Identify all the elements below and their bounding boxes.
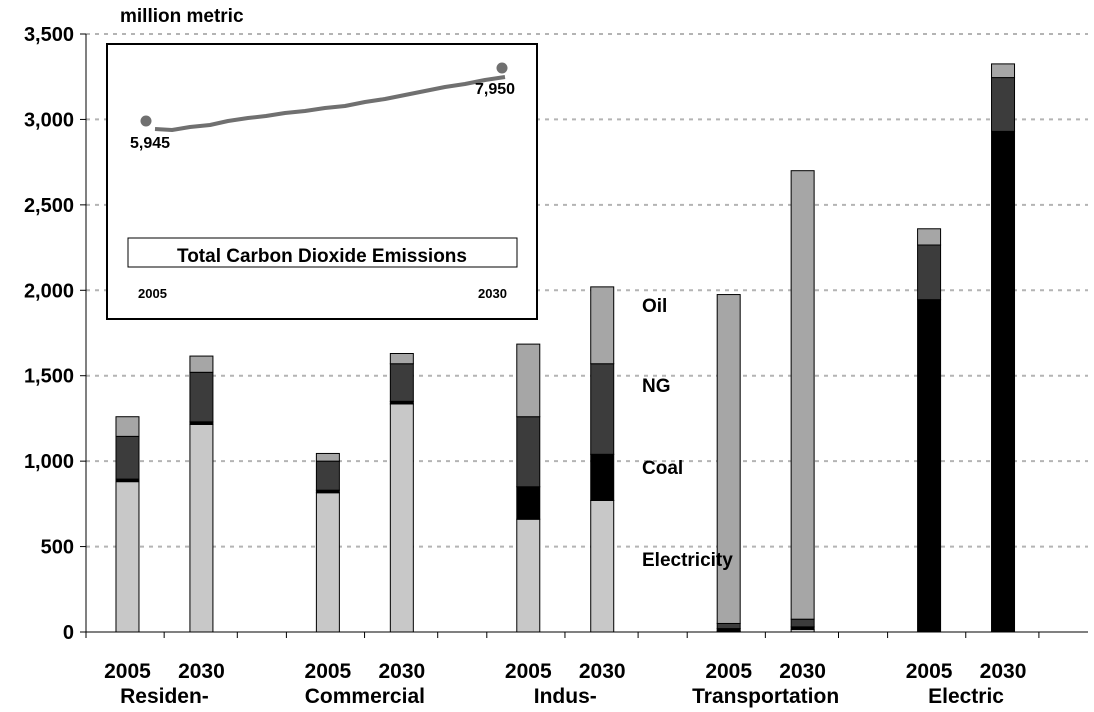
y-tick-label: 1,000 [24,451,74,473]
bar-segment-oil [189,355,214,373]
bar-segment-ng [516,416,541,488]
bar-segment-coal [917,299,942,633]
bar-segment-oil [790,170,815,620]
x-group-label: Residen- [120,685,209,708]
inset-start-value: 5,945 [130,135,170,152]
x-group-label: Electric [928,685,1004,708]
bar-segment-ng [917,244,942,301]
bar-segment-ng [189,371,214,423]
inset-frame [106,43,538,320]
stack-label-oil: Oil [642,296,667,317]
bar-segment-electricity [516,518,541,633]
bar-segment-electricity [389,403,414,633]
x-year-label: 2030 [980,660,1027,683]
x-year-label: 2005 [505,660,552,683]
bars [115,63,1016,633]
x-year-label: 2005 [906,660,953,683]
bar-segment-ng [389,363,414,402]
bar-segment-coal [590,453,615,501]
y-tick-label: 3,500 [24,24,74,46]
y-tick-label: 2,500 [24,195,74,217]
x-year-label: 2030 [178,660,225,683]
bar-segment-oil [516,343,541,418]
stack-labels: Oil NG Coal Electricity [642,296,733,571]
x-group-label: Commercial [305,685,425,708]
bar-segment-oil [389,353,414,365]
inset-title-box [127,237,518,268]
bar-segment-oil [991,63,1016,79]
x-year-label: 2030 [378,660,425,683]
stack-label-ng: NG [642,376,671,397]
x-group-label: Transportation [692,685,839,708]
bar-segment-ng [790,618,815,628]
inset-emissions-line [154,75,506,132]
x-year-label: 2005 [305,660,352,683]
bar-segment-ng [315,460,340,491]
inset-x-start-label: 2005 [138,286,167,301]
bar-segment-electricity [590,499,615,633]
inset-line-chart: 5,945 7,950 Total Carbon Dioxide Emissio… [106,43,538,320]
x-year-label: 2030 [579,660,626,683]
bar-segment-ng [991,77,1016,132]
bar-segment-ng [590,363,615,455]
inset-start-point [140,115,152,127]
bar-segment-ng [115,435,140,480]
bar-segment-coal [991,130,1016,633]
stack-label-coal: Coal [642,458,683,479]
bar-segment-electricity [115,481,140,633]
axes: 0 500 1,000 1,500 2,000 2,500 3,000 3,500 2005 20… [24,24,1088,708]
x-year-label: 2005 [705,660,752,683]
bar-segment-oil [115,416,140,437]
y-tick-label: 500 [41,537,74,559]
y-tick-label: 3,000 [24,109,74,131]
inset-end-point [496,62,508,74]
y-tick-label: 0 [63,622,74,644]
bar-segment-coal [516,486,541,520]
inset-title: Total Carbon Dioxide Emissions [177,246,467,267]
bar-segment-oil [315,452,340,462]
y-tick-label: 1,500 [24,366,74,388]
y-unit-label: million metric [120,6,244,27]
x-group-label: Indus- [534,685,597,708]
bar-segment-oil [590,286,615,365]
stack-label-electricity: Electricity [642,550,733,571]
x-year-label: 2005 [104,660,151,683]
x-year-label: 2030 [779,660,826,683]
inset-x-end-label: 2030 [478,286,507,301]
bar-segment-electricity [189,423,214,633]
bar-segment-ng [716,622,741,630]
bar-segment-oil [917,228,942,246]
y-tick-label: 2,000 [24,280,74,302]
inset-end-value: 7,950 [475,81,515,98]
bar-segment-oil [716,294,741,624]
bar-segment-electricity [315,492,340,633]
